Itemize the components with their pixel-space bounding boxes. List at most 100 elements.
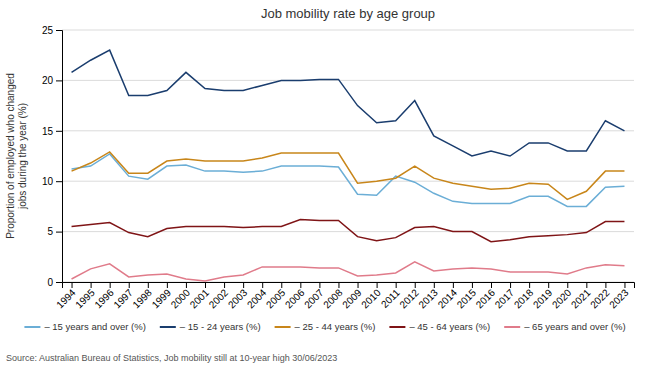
tick-label: 0 bbox=[47, 277, 53, 288]
x-tick: 2019 bbox=[531, 282, 555, 310]
legend-swatch bbox=[389, 326, 405, 328]
tick-label: 25 bbox=[42, 25, 54, 36]
tick-label: 2007 bbox=[302, 287, 326, 311]
x-tick: 2015 bbox=[455, 282, 479, 310]
y-tick: 15 bbox=[42, 126, 62, 137]
tick-mark bbox=[624, 282, 625, 288]
x-tick: 2003 bbox=[226, 282, 250, 310]
tick-mark bbox=[396, 282, 397, 288]
chart: 0510152025199419951996199719981999200020… bbox=[0, 0, 650, 366]
y-tick: 20 bbox=[42, 75, 62, 86]
tick-label: 2013 bbox=[416, 287, 440, 311]
legend-item: – 25 - 44 years (%) bbox=[275, 321, 376, 332]
y-axis-title: Proportion of employed who changedjobs d… bbox=[5, 73, 28, 239]
tick-label: 2005 bbox=[264, 287, 288, 311]
x-tick: 2010 bbox=[359, 282, 383, 310]
tick-label: 5 bbox=[47, 226, 53, 237]
series-line bbox=[72, 262, 625, 281]
x-tick: 2022 bbox=[588, 282, 612, 310]
legend-swatch bbox=[275, 326, 291, 328]
tick-mark bbox=[300, 282, 301, 288]
series-line bbox=[72, 220, 625, 242]
tick-mark bbox=[605, 282, 606, 288]
x-tick: 2013 bbox=[416, 282, 440, 310]
tick-mark bbox=[148, 282, 149, 288]
tick-mark bbox=[262, 282, 263, 288]
tick-label: 2004 bbox=[245, 287, 269, 311]
x-tick: 2000 bbox=[169, 282, 193, 310]
tick-mark bbox=[72, 282, 73, 288]
tick-label: 2019 bbox=[531, 287, 555, 311]
y-axis-title-line: jobs during the year (%) bbox=[17, 103, 28, 210]
tick-label: 15 bbox=[42, 126, 54, 137]
y-axis: 0 5 10 15 20 25 bbox=[42, 25, 63, 288]
tick-label: 2015 bbox=[455, 287, 479, 311]
tick-mark bbox=[510, 282, 511, 288]
x-tick: 1999 bbox=[150, 282, 174, 310]
series-line bbox=[72, 154, 625, 206]
x-tick: 2012 bbox=[397, 282, 421, 310]
legend-item: – 15 - 24 years (%) bbox=[160, 321, 261, 332]
axis-domain bbox=[56, 31, 63, 283]
tick-mark bbox=[529, 282, 530, 288]
y-axis-title-line: Proportion of employed who changed bbox=[5, 73, 16, 239]
tick-label: 1999 bbox=[150, 287, 174, 311]
tick-mark bbox=[167, 282, 168, 288]
tick-label: 2021 bbox=[569, 287, 593, 311]
x-tick: 2004 bbox=[245, 282, 269, 310]
x-tick: 1995 bbox=[73, 282, 97, 310]
legend-label: – 15 - 24 years (%) bbox=[180, 321, 261, 332]
tick-label: 1997 bbox=[111, 287, 135, 311]
tick-mark bbox=[453, 282, 454, 288]
tick-label: 2001 bbox=[188, 287, 212, 311]
tick-mark bbox=[224, 282, 225, 288]
legend: – 15 years and over (%) – 15 - 24 years (… bbox=[24, 321, 625, 332]
x-tick: 2008 bbox=[321, 282, 345, 310]
tick-mark bbox=[129, 282, 130, 288]
x-tick: 2007 bbox=[302, 282, 326, 310]
x-tick: 2011 bbox=[379, 282, 402, 310]
x-axis: 1994199519961997199819992000200120022003… bbox=[54, 282, 634, 310]
tick-label: 1994 bbox=[54, 287, 78, 311]
tick-mark bbox=[56, 30, 62, 31]
tick-mark bbox=[56, 80, 62, 81]
x-tick: 2020 bbox=[550, 282, 574, 310]
legend-item: – 65 years and over (%) bbox=[504, 321, 625, 332]
tick-label: 2012 bbox=[397, 287, 421, 311]
tick-label: 2006 bbox=[283, 287, 307, 311]
tick-label: 2020 bbox=[550, 287, 574, 311]
legend-label: – 25 - 44 years (%) bbox=[295, 321, 376, 332]
tick-label: 1998 bbox=[130, 287, 154, 311]
tick-mark bbox=[205, 282, 206, 288]
x-tick: 1996 bbox=[92, 282, 116, 310]
series-line bbox=[72, 50, 625, 156]
tick-mark bbox=[491, 282, 492, 288]
tick-label: 2017 bbox=[493, 287, 517, 311]
x-tick: 2006 bbox=[283, 282, 307, 310]
tick-label: 1995 bbox=[73, 287, 97, 311]
tick-mark bbox=[56, 131, 62, 132]
tick-mark bbox=[472, 282, 473, 288]
tick-mark bbox=[358, 282, 359, 288]
y-tick: 10 bbox=[42, 176, 62, 187]
tick-label: 2002 bbox=[207, 287, 231, 311]
tick-mark bbox=[56, 282, 62, 283]
x-tick: 1994 bbox=[54, 282, 78, 310]
tick-label: 2000 bbox=[169, 287, 193, 311]
legend-label: – 15 years and over (%) bbox=[44, 321, 145, 332]
grid-line bbox=[62, 30, 634, 31]
tick-mark bbox=[91, 282, 92, 288]
tick-mark bbox=[338, 282, 339, 288]
x-tick: 2001 bbox=[188, 282, 212, 310]
tick-mark bbox=[319, 282, 320, 288]
legend-item: – 45 - 64 years (%) bbox=[389, 321, 490, 332]
axis-domain bbox=[63, 283, 635, 289]
tick-label: 10 bbox=[42, 176, 54, 187]
tick-mark bbox=[281, 282, 282, 288]
x-tick: 2017 bbox=[493, 282, 517, 310]
y-tick: 5 bbox=[47, 226, 62, 237]
tick-label: 2022 bbox=[588, 287, 612, 311]
y-tick: 25 bbox=[42, 25, 62, 36]
x-tick: 2023 bbox=[607, 282, 631, 310]
grid-line bbox=[62, 231, 634, 232]
